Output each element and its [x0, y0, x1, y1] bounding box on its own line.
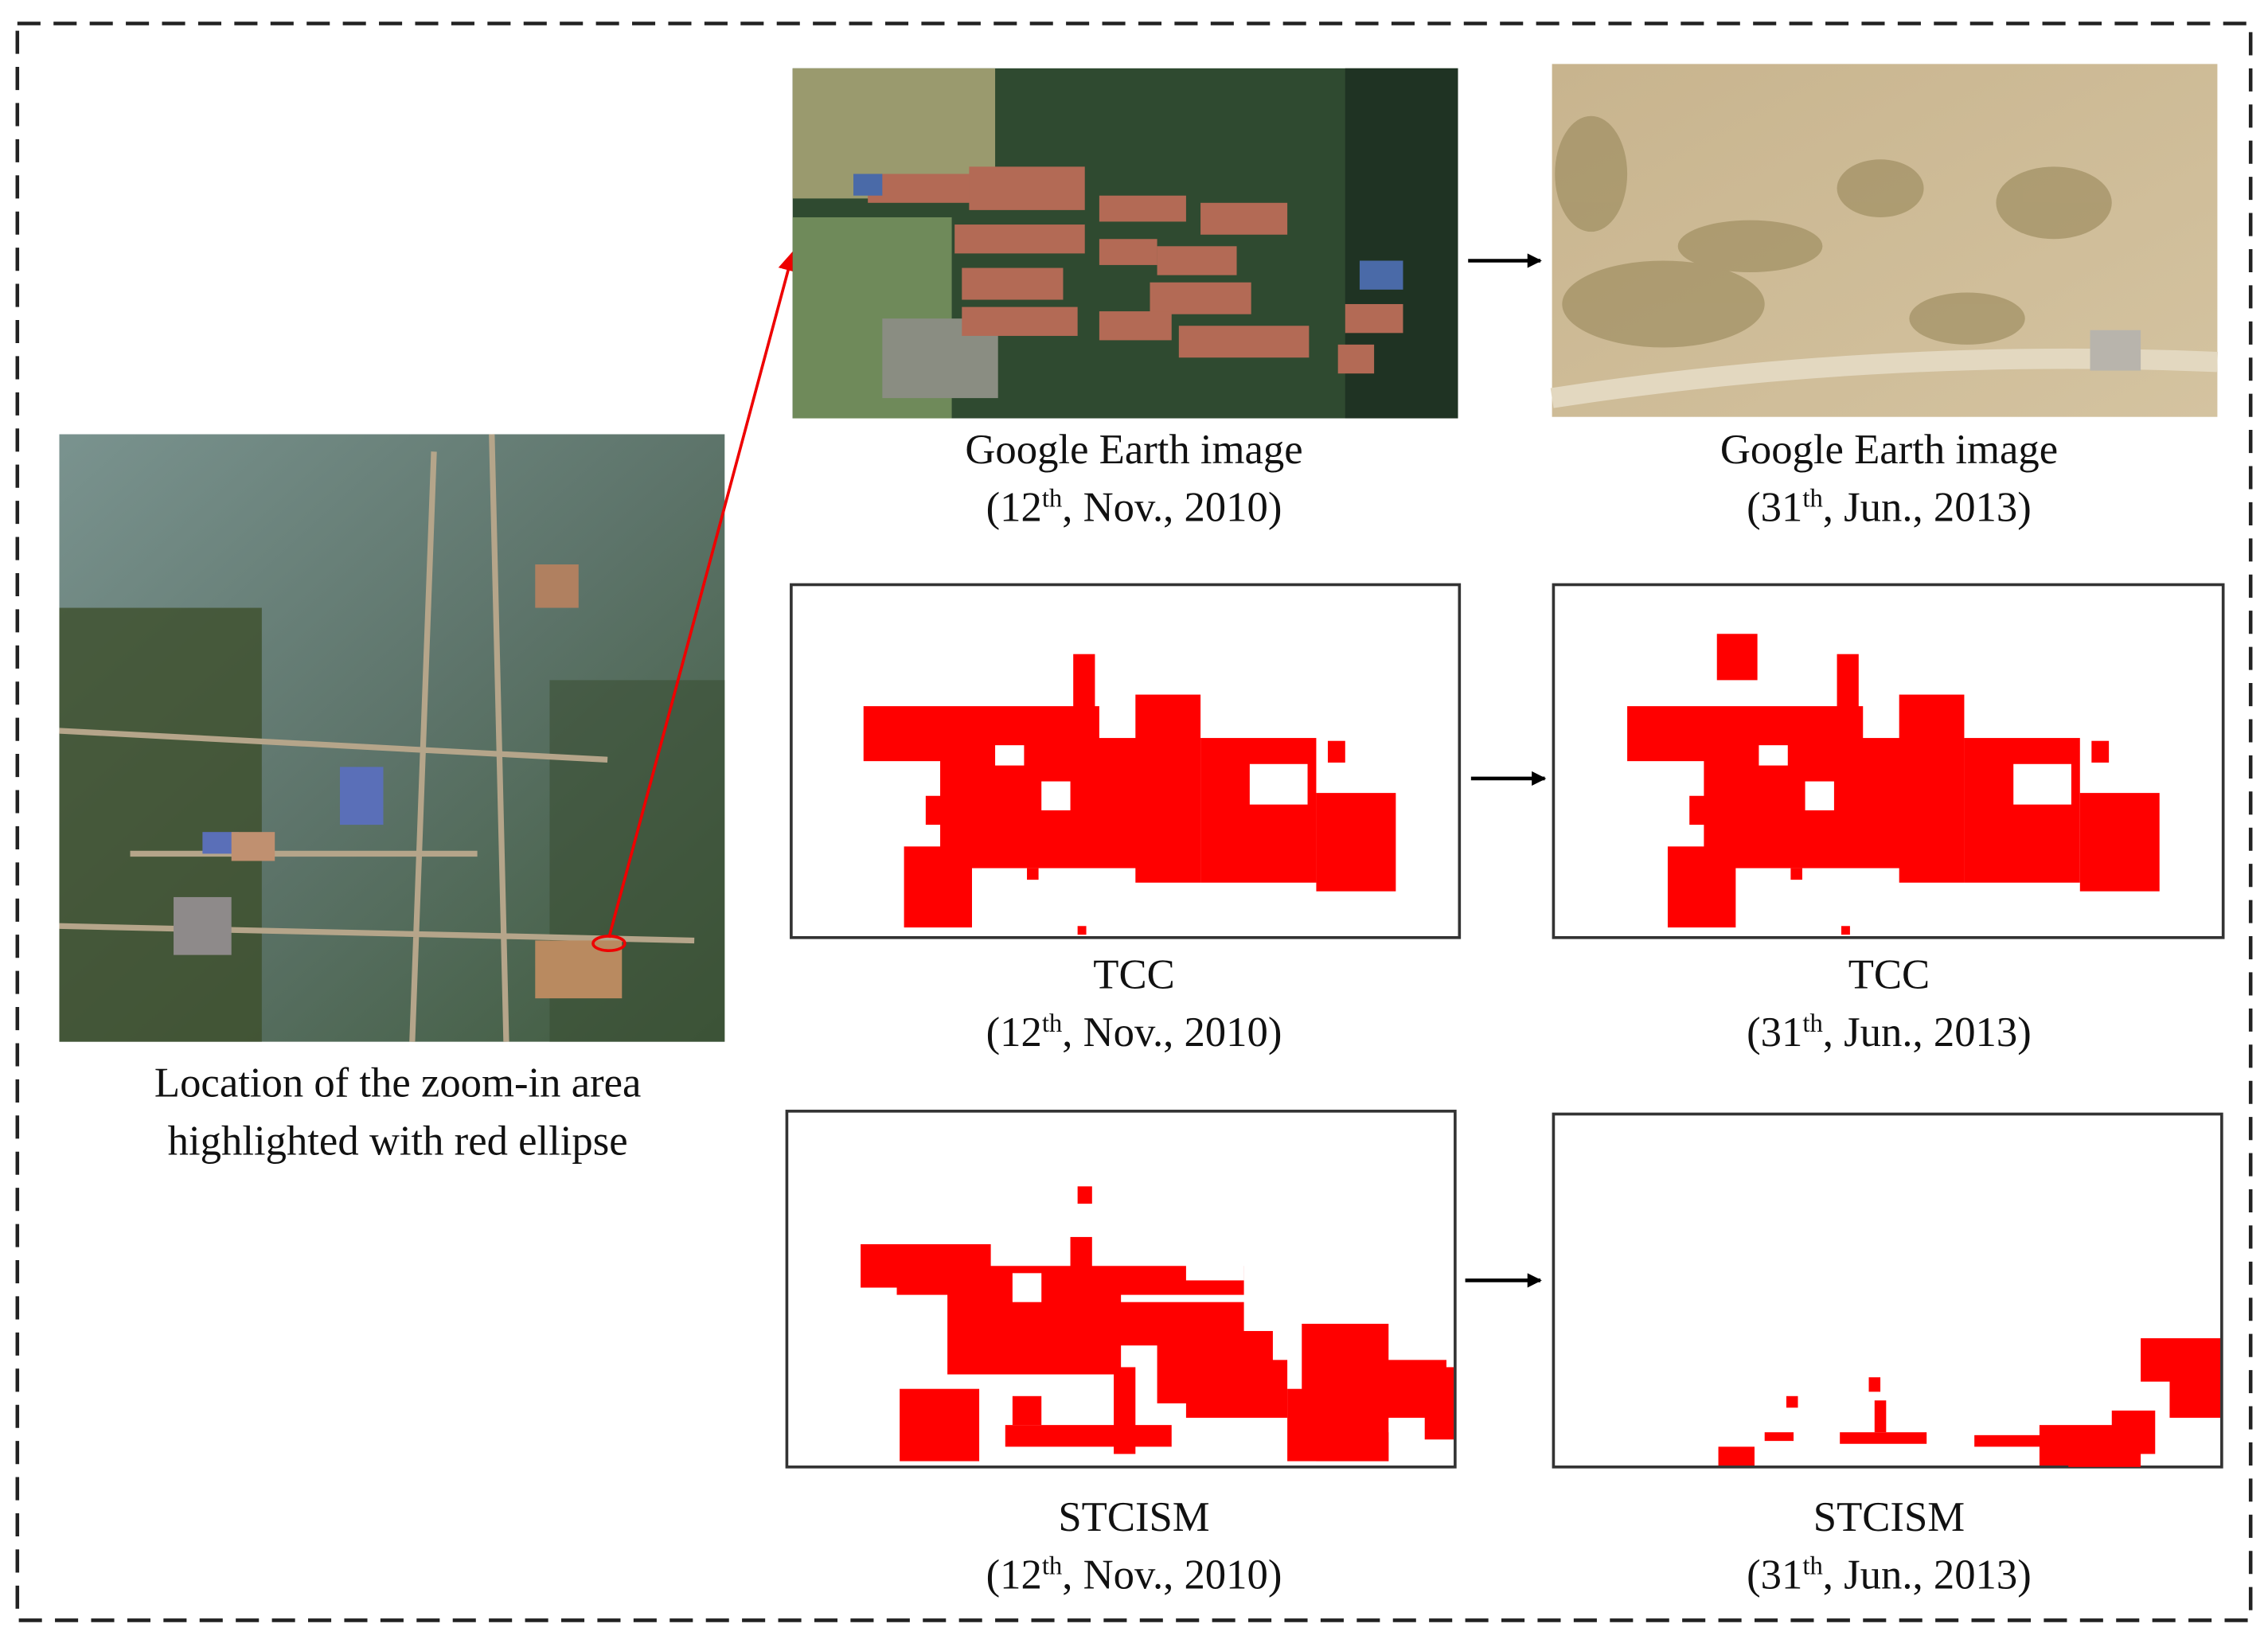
- panel-title: Google Earth image: [1720, 427, 2058, 473]
- mask-hole: [1185, 1259, 1244, 1281]
- google-earth-2010: [792, 68, 1458, 419]
- stcism-2013-frame: [1552, 1112, 2223, 1469]
- mask-pixel: [1716, 634, 1758, 681]
- mask-pixel: [1005, 1425, 1172, 1447]
- mask-pixel: [2169, 1374, 2221, 1419]
- date-suffix: th: [1042, 484, 1062, 513]
- mask-pixel: [1764, 1432, 1794, 1442]
- mask-hole: [1012, 1273, 1042, 1302]
- mask-hole: [2013, 763, 2071, 805]
- mask-pixel: [1135, 694, 1201, 883]
- mask-pixel: [1185, 1360, 1288, 1419]
- mask-pixel: [1868, 1377, 1881, 1392]
- change-masks: [861, 634, 2221, 1467]
- date-day: (12: [986, 1551, 1042, 1598]
- date-rest: , Jun., 2013): [1823, 1009, 2032, 1056]
- panel-title: STCISM: [1813, 1494, 1965, 1540]
- mask-hole: [1041, 781, 1071, 810]
- panel-title: TCC: [1093, 951, 1174, 997]
- mask-hole: [1759, 745, 1788, 766]
- mask-pixel: [1316, 793, 1396, 892]
- panel-date: (12th, Nov., 2010): [986, 1551, 1282, 1598]
- date-suffix: th: [1802, 1009, 1822, 1038]
- date-day: (12: [986, 1009, 1042, 1056]
- mask-pixel: [1689, 795, 1722, 826]
- panel-title: Google Earth image: [965, 427, 1302, 473]
- google-earth-2013: [1550, 64, 2218, 417]
- panel-date: (31th, Jun., 2013): [1747, 1009, 2032, 1056]
- mask-pixel: [1327, 740, 1345, 763]
- overview-caption: highlighted with red ellipse: [168, 1118, 628, 1164]
- panel-date: (31th, Jun., 2013): [1747, 1551, 2032, 1598]
- overview-image: [59, 434, 725, 1042]
- date-suffix: th: [1042, 1009, 1062, 1038]
- panel-date: (31th, Jun., 2013): [1747, 484, 2032, 530]
- panel-date: (12th, Nov., 2010): [986, 1009, 1282, 1056]
- date-day: (12: [986, 485, 1042, 531]
- mask-pixel: [1019, 1316, 1064, 1353]
- date-rest: , Jun., 2013): [1823, 1551, 2032, 1598]
- mask-pixel: [1841, 926, 1850, 935]
- mask-pixel: [904, 846, 972, 928]
- panel-title: STCISM: [1058, 1494, 1209, 1540]
- date-rest: , Nov., 2010): [1062, 1551, 1282, 1598]
- mask-pixel: [1840, 1432, 1927, 1444]
- date-day: (31: [1747, 1009, 1802, 1056]
- mask-pixel: [1718, 1446, 1755, 1466]
- mask-hole: [995, 745, 1025, 766]
- mask-pixel: [1837, 654, 1859, 741]
- date-suffix: th: [1802, 484, 1822, 513]
- mask-pixel: [1077, 926, 1087, 935]
- mask-pixel: [1012, 1395, 1042, 1426]
- mask-pixel: [1790, 868, 1802, 880]
- date-suffix: th: [1802, 1551, 1822, 1580]
- panel-date: (12th, Nov., 2010): [986, 484, 1282, 530]
- mask-pixel: [1073, 654, 1095, 741]
- mask-pixel: [1424, 1367, 1454, 1440]
- date-day: (31: [1747, 1551, 1802, 1598]
- mask-pixel: [925, 795, 958, 826]
- date-day: (31: [1747, 485, 1802, 531]
- mask-pixel: [2091, 740, 2110, 763]
- date-rest: , Nov., 2010): [1062, 485, 1282, 531]
- mask-pixel: [1874, 1400, 1887, 1433]
- mask-hole: [1805, 781, 1834, 810]
- date-rest: , Jun., 2013): [1823, 485, 2032, 531]
- mask-pixel: [1899, 694, 1965, 883]
- mask-pixel: [1667, 846, 1736, 928]
- mask-pixel: [2068, 1446, 2141, 1467]
- date-suffix: th: [1042, 1551, 1062, 1580]
- zoom-arrow: [607, 250, 798, 939]
- mask-pixel: [1786, 1395, 1798, 1408]
- mask-pixel: [1316, 1432, 1389, 1462]
- mask-pixel: [1077, 1186, 1092, 1204]
- mask-pixel: [900, 1388, 980, 1462]
- mask-pixel: [1027, 868, 1039, 880]
- mask-pixel: [1114, 1367, 1136, 1454]
- mask-pixel: [2079, 793, 2160, 892]
- mask-hole: [1249, 763, 1308, 805]
- overview-caption: Location of the zoom-in area: [154, 1060, 641, 1107]
- mask-pixel: [1974, 1434, 2047, 1447]
- panel-title: TCC: [1848, 951, 1930, 997]
- date-rest: , Nov., 2010): [1062, 1009, 1282, 1056]
- mask-pixel: [1070, 1236, 1092, 1295]
